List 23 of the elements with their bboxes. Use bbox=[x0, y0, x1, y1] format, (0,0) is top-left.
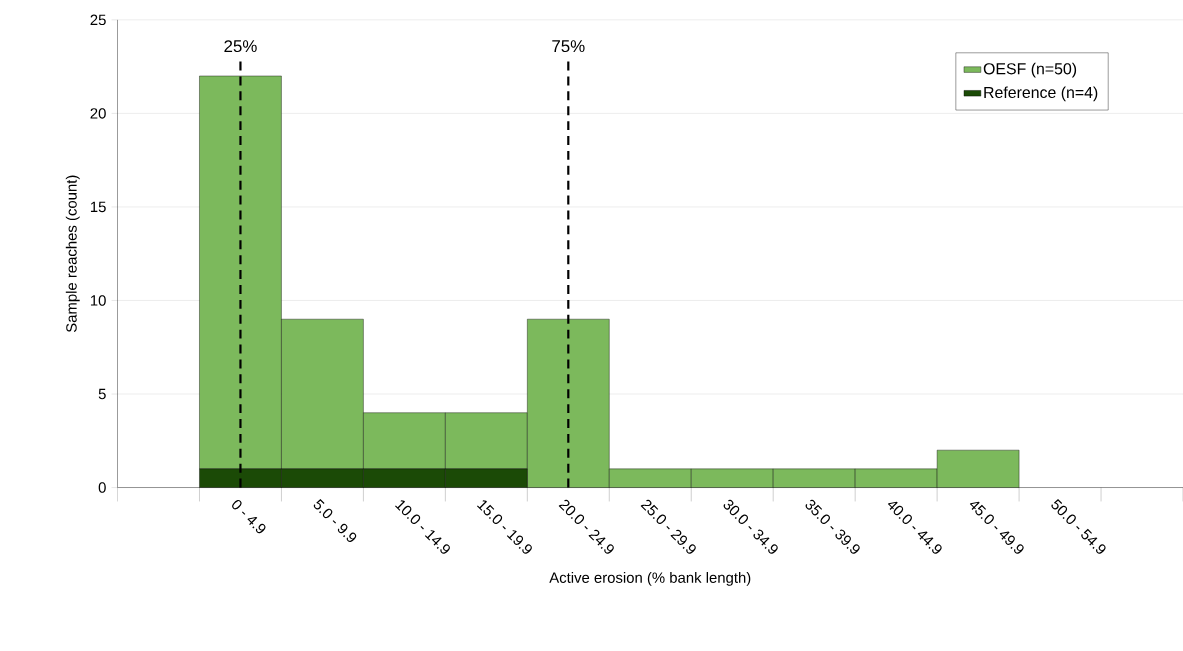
y-tick-label: 25 bbox=[90, 14, 106, 25]
x-tick-label: 35.0 - 39.9 bbox=[805, 499, 860, 554]
y-tick-label: 0 bbox=[98, 482, 106, 493]
x-tick-label: 50.0 - 54.9 bbox=[1051, 498, 1106, 554]
x-tick-label: 45.0 - 49.9 bbox=[969, 501, 1024, 554]
y-tick-label: 5 bbox=[98, 388, 106, 400]
y-axis-title: Sample reaches (count) bbox=[65, 175, 80, 332]
y-tick-label: 20 bbox=[90, 107, 106, 119]
x-tick-label: 10.0 - 14.9 bbox=[395, 500, 450, 554]
ref-line-label: 25% bbox=[224, 39, 257, 52]
x-tick-label: 40.0 - 44.9 bbox=[887, 501, 942, 554]
x-axis-title: Active erosion (% bank length) bbox=[549, 571, 751, 586]
ref-line-label: 75% bbox=[552, 40, 585, 52]
x-tick-label: 0 - 4.9 bbox=[232, 499, 266, 533]
x-tick-label: 5.0 - 9.9 bbox=[313, 498, 357, 542]
x-tick-label: 25.0 - 29.9 bbox=[640, 499, 696, 554]
x-tick-label: 20.0 - 24.9 bbox=[558, 499, 614, 554]
y-tick-label: 15 bbox=[90, 201, 106, 212]
legend-label: OESF (n=50) bbox=[983, 62, 1077, 78]
y-tick-label: 10 bbox=[90, 295, 106, 306]
x-tick-label: 30.0 - 34.9 bbox=[723, 499, 778, 554]
legend-label: Reference (n=4) bbox=[984, 86, 1098, 101]
x-tick-label: 15.0 - 19.9 bbox=[476, 500, 532, 554]
